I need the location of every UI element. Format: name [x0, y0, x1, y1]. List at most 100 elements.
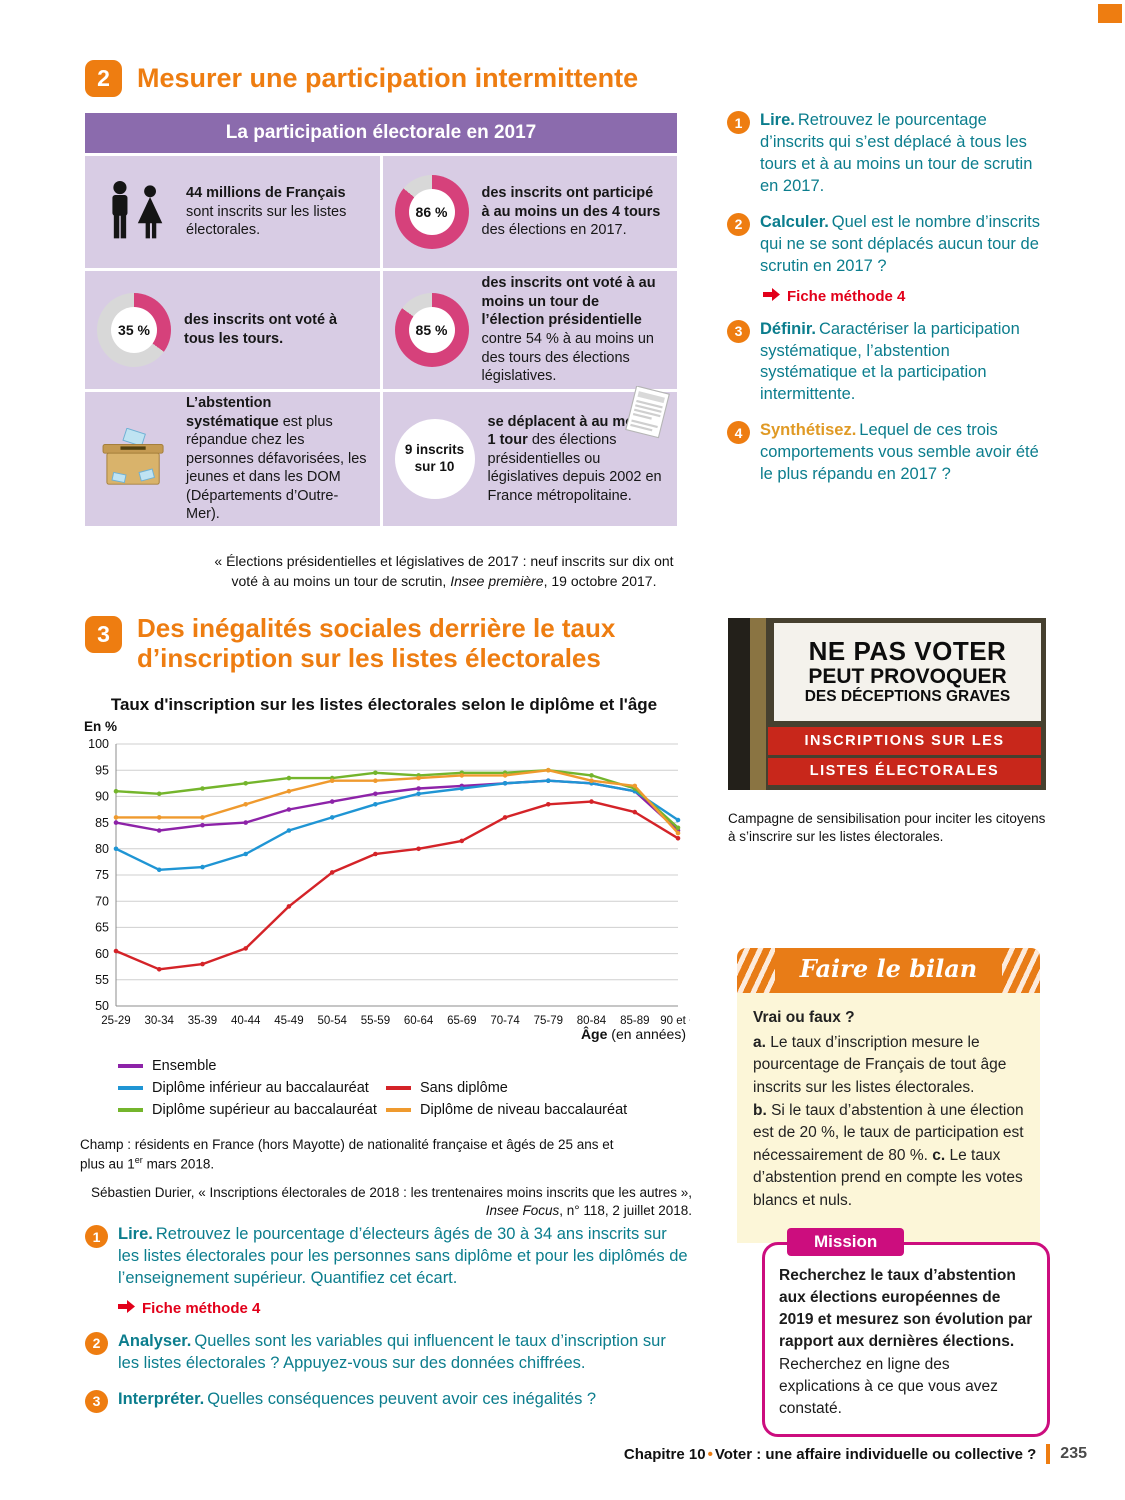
svg-text:65-69: 65-69: [447, 1015, 476, 1027]
poster-wall: [750, 618, 766, 790]
footer-chapter-title: Voter : une affaire individuelle ou coll…: [714, 1445, 1037, 1463]
inscription-rate-chart-block: Taux d'inscription sur les listes électo…: [78, 695, 690, 1118]
chart-x-axis-label: Âge (en années): [78, 1026, 690, 1042]
question-item: 2 Analyser. Quelles sont les variables qu…: [85, 1331, 689, 1375]
question-text: Analyser. Quelles sont les variables qui …: [118, 1331, 689, 1375]
question-body: Quelles conséquences peuvent avoir ces i…: [207, 1389, 597, 1408]
legend-swatch: [118, 1086, 143, 1090]
bilan-item-label: b.: [753, 1101, 767, 1119]
cell-text: des inscrits ont voté à tous les tours.: [184, 311, 368, 348]
bilan-item-label: a.: [753, 1033, 766, 1051]
bilan-question: Vrai ou faux ?: [753, 1009, 855, 1026]
legend-swatch: [118, 1064, 143, 1068]
donut-chart-85: 85 %: [394, 293, 469, 367]
cell-text-rest: contre 54 % à au moins un des tours des …: [481, 331, 655, 385]
question-text: Interpréter. Quelles conséquences peuvent…: [118, 1389, 596, 1413]
nine-of-ten-line2: sur 10: [414, 459, 455, 474]
legend-label: Diplôme de niveau baccalauréat: [420, 1102, 628, 1118]
chart-scope-note: Champ : résidents en France (hors Mayott…: [80, 1136, 625, 1175]
cell-text-bold: L’abstention systématique: [186, 395, 279, 430]
footer-chapter-label: Chapitre 10: [623, 1445, 706, 1463]
bilan-item-text: Le taux d’inscription mesure le pourcent…: [753, 1033, 1007, 1096]
legend-item: Diplôme de niveau baccalauréat: [386, 1102, 690, 1118]
chart-title: Taux d'inscription sur les listes électo…: [110, 695, 658, 714]
cell-all-rounds: 35 % des inscrits ont voté à tous les to…: [85, 271, 380, 389]
svg-text:75-79: 75-79: [534, 1015, 563, 1027]
legend-label: Ensemble: [152, 1058, 217, 1074]
question-body: Retrouvez le pourcentage d’électeurs âgé…: [118, 1225, 688, 1287]
svg-text:80-84: 80-84: [577, 1015, 607, 1027]
arrow-icon: [118, 1299, 135, 1317]
source-italic: Insee Focus: [485, 1203, 560, 1219]
legend-label: Diplôme supérieur au baccalauréat: [152, 1102, 377, 1118]
question-item: 1 Lire. Retrouvez le pourcentage d’électe…: [85, 1224, 689, 1290]
cell-presidential: 85 % des inscrits ont voté à au moins un…: [382, 271, 677, 389]
svg-text:55: 55: [95, 973, 109, 987]
svg-text:100: 100: [88, 737, 109, 751]
poster-line3: DES DÉCEPTIONS GRAVES: [804, 687, 1011, 705]
fiche-label: Fiche méthode 4: [142, 1299, 261, 1317]
cell-text: des inscrits ont voté à au moins un tour…: [482, 274, 666, 385]
donut-value-label: 85 %: [415, 322, 448, 338]
mission-text-bold: Recherchez le taux d’abstention aux élec…: [779, 1267, 1033, 1351]
cell-participated: 86 % des inscrits ont participé à au moi…: [382, 156, 677, 268]
section-3-title-line2: d’inscription sur les listes électorales: [137, 642, 601, 673]
svg-text:35-39: 35-39: [188, 1015, 217, 1027]
svg-text:90 et +: 90 et +: [660, 1015, 690, 1027]
x-axis-label-rest: (en années): [607, 1026, 686, 1042]
infographic-participation-2017: La participation électorale en 2017: [85, 113, 677, 526]
legend-swatch: [386, 1108, 411, 1112]
question-number-badge: 3: [727, 319, 750, 343]
svg-text:85-89: 85-89: [620, 1015, 649, 1027]
bilan-items-b-c: b. Si le taux d’abstention à une électio…: [753, 1100, 1024, 1213]
question-text: Définir. Caractériser la participation sy…: [760, 319, 1043, 407]
footer-page-number: 235: [1060, 1445, 1087, 1462]
legend-label: Diplôme inférieur au baccalauréat: [152, 1080, 369, 1096]
ballot-box-icon: [97, 428, 173, 490]
bilan-header: Faire le bilan: [737, 948, 1040, 993]
source-end: , n° 118, 2 juillet 2018.: [559, 1203, 692, 1219]
nine-of-ten-circle: 9 inscrits sur 10: [394, 419, 475, 499]
fiche-methode-reference: Fiche méthode 4: [118, 1299, 689, 1317]
svg-text:50-54: 50-54: [317, 1015, 347, 1027]
donut-value-label: 35 %: [118, 322, 150, 338]
bilan-item-label: c.: [932, 1146, 946, 1164]
question-body: Lequel de ces trois comportements vous s…: [760, 421, 1039, 484]
fiche-methode-reference: Fiche méthode 4: [763, 287, 1043, 305]
question-item: 2 Calculer. Quel est le nombre d’inscrits…: [727, 212, 1043, 278]
donut-chart-35: 35 %: [97, 293, 171, 367]
question-text: Lire. Retrouvez le pourcentage d’inscrits…: [760, 110, 1043, 198]
section-2-number-badge: 2: [85, 60, 122, 97]
cell-text-rest: sont inscrits sur les listes électorales…: [186, 203, 347, 239]
footer-divider-bar: [1046, 1444, 1051, 1464]
cell-text: se déplacent à au moins 1 tour des élect…: [488, 413, 666, 506]
question-number-badge: 4: [727, 421, 750, 445]
bilan-header-label: Faire le bilan: [799, 954, 978, 983]
people-icon: [97, 180, 173, 244]
question-text: Lire. Retrouvez le pourcentage d’électeur…: [118, 1224, 689, 1290]
mission-header: Mission: [787, 1228, 905, 1256]
cell-text-bold: des inscrits ont voté à tous les tours.: [184, 312, 338, 347]
svg-text:70: 70: [95, 894, 109, 908]
faire-le-bilan-box: Faire le bilan Vrai ou faux ? a. Le taux…: [737, 948, 1040, 1243]
section-2-header: 2 Mesurer une participation intermittent…: [85, 60, 638, 97]
chart-source-note: Sébastien Durier, « Inscriptions élector…: [80, 1184, 692, 1221]
page-corner-tab: [1098, 4, 1122, 23]
svg-text:40-44: 40-44: [231, 1015, 261, 1027]
svg-text:70-74: 70-74: [490, 1015, 520, 1027]
poster-caption: Campagne de sensibilisation pour inciter…: [728, 810, 1046, 845]
svg-text:85: 85: [95, 816, 109, 830]
question-verb: Calculer.: [760, 212, 829, 231]
svg-text:50: 50: [95, 999, 109, 1013]
section-3-title: Des inégalités sociales derrière le taux…: [137, 613, 615, 674]
svg-text:75: 75: [95, 868, 109, 882]
cell-text-bold: des inscrits ont participé à au moins un…: [481, 185, 661, 220]
cell-text-bold: 44 millions de Français: [186, 185, 346, 202]
section-2-questions: 1 Lire. Retrouvez le pourcentage d’inscri…: [727, 110, 1043, 500]
poster-line1: NE PAS VOTER: [808, 635, 1007, 666]
x-axis-label-bold: Âge: [580, 1026, 608, 1042]
question-number-badge: 2: [727, 212, 750, 236]
svg-text:30-34: 30-34: [144, 1015, 174, 1027]
poster-window-frame: [728, 618, 750, 790]
